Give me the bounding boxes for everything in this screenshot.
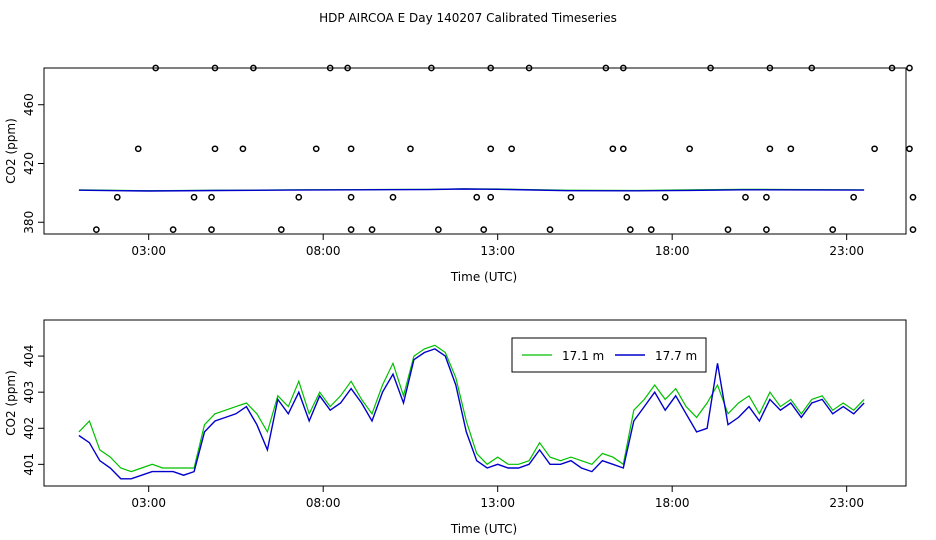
top-calibration-point bbox=[707, 64, 714, 72]
bottom-x-tick-label: 08:00 bbox=[306, 496, 341, 510]
legend: 17.1 m 17.7 m bbox=[511, 337, 707, 373]
top-calibration-point bbox=[344, 64, 351, 72]
bottom-x-tick-label: 18:00 bbox=[655, 496, 690, 510]
top-calibration-point bbox=[487, 64, 495, 72]
top-calibration-point bbox=[312, 145, 320, 153]
top-x-tick-label: 03:00 bbox=[131, 244, 166, 258]
top-y-tick-label: 380 bbox=[22, 211, 36, 234]
top-calibration-point bbox=[326, 64, 334, 72]
top-calibration-point bbox=[742, 193, 749, 201]
top-calibration-point bbox=[909, 193, 917, 201]
top-calibration-point bbox=[347, 193, 355, 201]
top-calibration-point bbox=[508, 145, 515, 153]
top-calibration-point bbox=[211, 64, 219, 72]
top-calibration-point bbox=[888, 64, 896, 72]
top-calibration-point bbox=[609, 145, 617, 153]
top-plot-frame bbox=[43, 67, 907, 235]
top-calibration-point bbox=[295, 193, 303, 201]
top-calibration-point bbox=[152, 64, 160, 72]
bottom-data-marks bbox=[78, 344, 865, 480]
bottom-x-axis-label: Time (UTC) bbox=[450, 522, 517, 536]
top-calibration-point bbox=[407, 145, 414, 153]
top-calibration-point bbox=[347, 226, 355, 233]
top-calibration-point bbox=[763, 226, 770, 233]
top-calibration-point bbox=[208, 226, 215, 233]
top-calibration-point bbox=[487, 145, 495, 153]
legend-label-17-7m: 17.7 m bbox=[655, 349, 697, 363]
top-calibration-point bbox=[567, 193, 575, 201]
bottom-axes: 03:00 08:00 13:00 18:00 23:00 401 402 403 404 bbox=[22, 345, 864, 510]
top-calibration-point bbox=[766, 64, 774, 72]
top-calibration-point bbox=[808, 64, 816, 72]
top-calibration-point bbox=[211, 145, 219, 153]
top-calibration-point bbox=[850, 193, 858, 201]
top-calibration-point bbox=[829, 226, 837, 233]
top-calibration-point bbox=[347, 145, 355, 153]
top-calibration-point bbox=[239, 145, 247, 153]
top-y-tick-label: 460 bbox=[22, 93, 36, 116]
top-calibration-point bbox=[277, 226, 285, 233]
top-calibration-point bbox=[250, 64, 257, 72]
bottom-y-tick-label: 404 bbox=[22, 345, 36, 368]
top-calibration-point bbox=[909, 226, 917, 233]
bottom-series-0 bbox=[78, 344, 865, 473]
top-panel: 03:00 08:00 13:00 18:00 23:00 380 420 460 Time … bbox=[4, 64, 917, 284]
top-calibration-point bbox=[134, 145, 142, 153]
bottom-plot-frame bbox=[43, 319, 907, 487]
bottom-panel: 03:00 08:00 13:00 18:00 23:00 401 402 403 404 Ti… bbox=[4, 319, 907, 536]
top-calibration-point bbox=[906, 145, 913, 153]
bottom-series-1 bbox=[78, 348, 865, 480]
top-axes: 03:00 08:00 13:00 18:00 23:00 380 420 460 bbox=[22, 93, 864, 258]
top-calibration-point bbox=[113, 193, 121, 201]
top-x-tick-label: 18:00 bbox=[655, 244, 690, 258]
top-calibration-point bbox=[487, 193, 495, 201]
top-calibration-point bbox=[389, 193, 397, 201]
top-calibration-point bbox=[602, 64, 610, 72]
top-calibration-point bbox=[871, 145, 878, 153]
top-calibration-point bbox=[92, 226, 100, 233]
top-calibration-point bbox=[428, 64, 435, 72]
top-x-axis-label: Time (UTC) bbox=[450, 270, 517, 284]
top-calibration-point bbox=[169, 226, 177, 233]
top-calibration-point bbox=[208, 193, 215, 201]
top-calibration-point bbox=[473, 193, 481, 201]
top-calibration-point bbox=[619, 145, 627, 153]
bottom-x-tick-label: 13:00 bbox=[480, 496, 515, 510]
top-calibration-point bbox=[368, 226, 376, 233]
bottom-y-tick-label: 403 bbox=[22, 381, 36, 404]
top-calibration-point bbox=[546, 226, 554, 233]
top-calibration-point bbox=[906, 64, 913, 72]
legend-label-17-1m: 17.1 m bbox=[562, 349, 604, 363]
top-calibration-point bbox=[763, 193, 770, 201]
bottom-x-tick-label: 23:00 bbox=[829, 496, 864, 510]
top-calibration-point bbox=[661, 193, 669, 201]
top-calibration-point bbox=[619, 64, 627, 72]
top-calibration-point bbox=[787, 145, 795, 153]
bottom-y-tick-label: 402 bbox=[22, 417, 36, 440]
top-x-tick-label: 13:00 bbox=[480, 244, 515, 258]
top-calibration-point bbox=[525, 64, 533, 72]
bottom-y-tick-label: 401 bbox=[22, 453, 36, 476]
top-x-tick-label: 08:00 bbox=[306, 244, 341, 258]
top-calibration-point bbox=[766, 145, 774, 153]
top-data-marks bbox=[78, 64, 917, 233]
top-calibration-point bbox=[435, 226, 442, 233]
top-calibration-point bbox=[190, 193, 198, 201]
top-calibration-point bbox=[623, 193, 631, 201]
bottom-x-tick-label: 03:00 bbox=[131, 496, 166, 510]
top-calibration-point bbox=[686, 145, 693, 153]
top-calibration-point bbox=[647, 226, 655, 233]
top-calibration-point bbox=[626, 226, 634, 233]
top-y-axis-label: CO2 (ppm) bbox=[4, 118, 18, 184]
top-y-tick-label: 420 bbox=[22, 152, 36, 175]
top-calibration-point bbox=[480, 226, 488, 233]
bottom-y-axis-label: CO2 (ppm) bbox=[4, 370, 18, 436]
chart-title: HDP AIRCOA E Day 140207 Calibrated Times… bbox=[319, 11, 617, 25]
top-calibration-point bbox=[724, 226, 732, 233]
top-x-tick-label: 23:00 bbox=[829, 244, 864, 258]
top-series-line-1 bbox=[78, 188, 865, 192]
